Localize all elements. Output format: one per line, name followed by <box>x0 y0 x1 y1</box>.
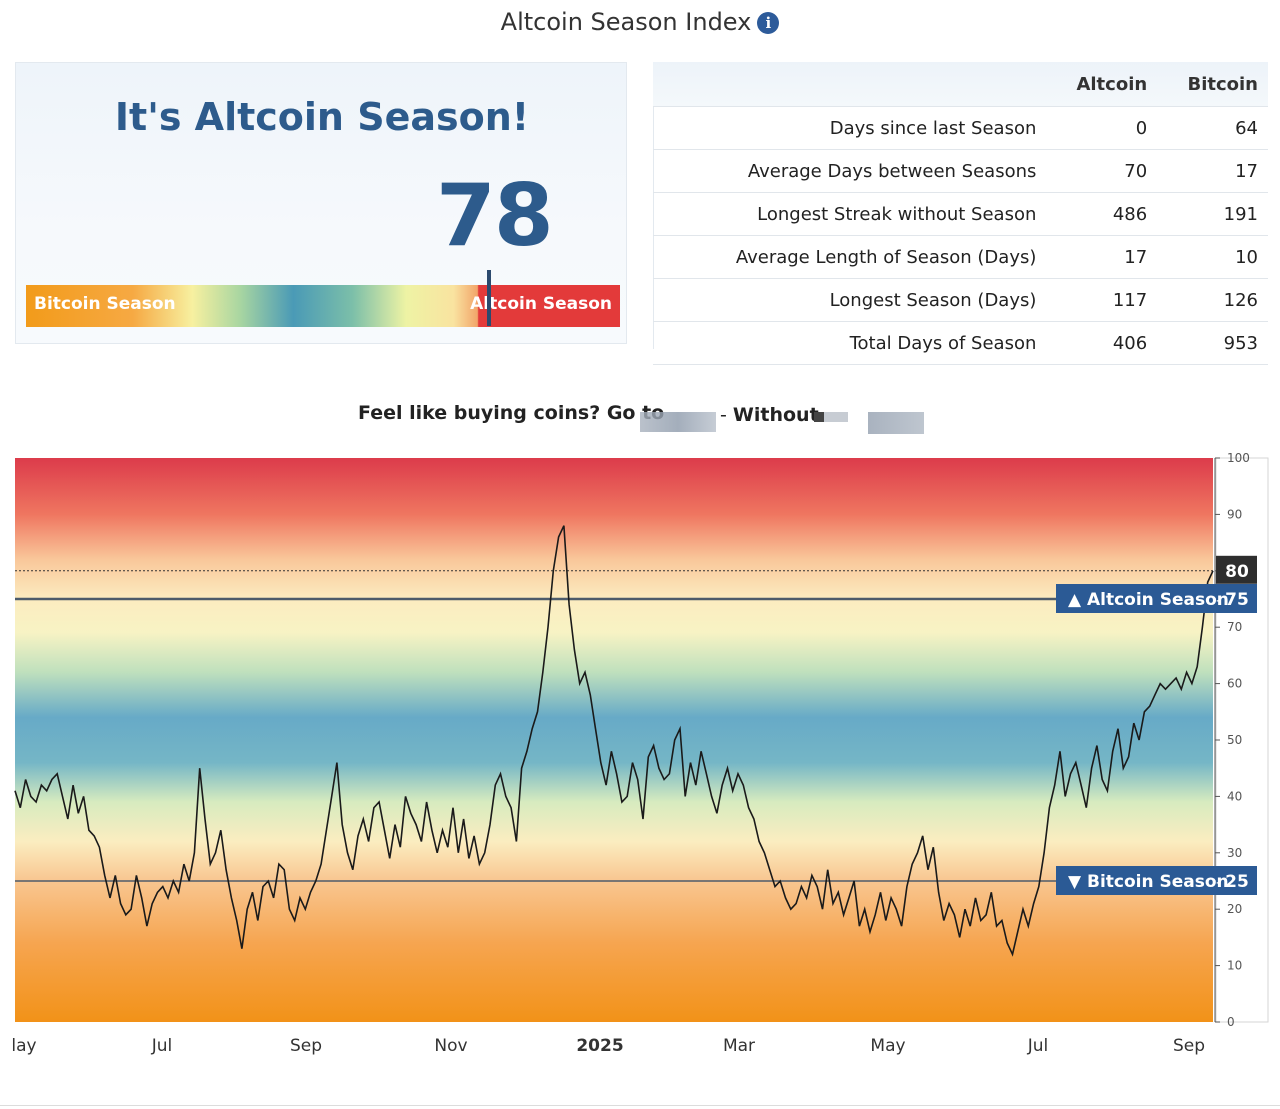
threshold-value: 75 <box>1225 590 1249 610</box>
score-card: It's Altcoin Season! 78 Bitcoin Season A… <box>15 62 627 344</box>
table-header-row: Altcoin Bitcoin <box>653 62 1268 107</box>
gauge-label-bitcoin: Bitcoin Season <box>34 294 176 314</box>
redacted-mark <box>814 412 848 422</box>
stat-bitcoin-value: 126 <box>1157 278 1268 322</box>
table-row: Days since last Season 0 64 <box>653 106 1268 150</box>
y-tick-label: 10 <box>1227 959 1242 973</box>
stat-label: Average Days between Seasons <box>653 149 1047 193</box>
x-tick-label: Sep <box>1173 1036 1205 1056</box>
stat-bitcoin-value: 191 <box>1157 192 1268 236</box>
season-heading: It's Altcoin Season! <box>114 95 530 139</box>
x-tick-label: May <box>870 1036 905 1056</box>
current-value-badge <box>1216 555 1257 584</box>
promo-text: Feel like buying coins? Go to <box>358 402 665 424</box>
y-tick-label: 60 <box>1227 677 1242 691</box>
season-gauge: Bitcoin Season Altcoin Season <box>26 285 620 327</box>
current-value-label: 80 <box>1225 562 1249 582</box>
promo-link-redacted[interactable] <box>640 412 716 432</box>
header-blank <box>653 62 1047 107</box>
promo-logo-redacted[interactable] <box>868 412 924 434</box>
page-title: Altcoin Season Index i <box>0 8 1280 36</box>
info-icon[interactable]: i <box>757 12 780 34</box>
stat-bitcoin-value: 953 <box>1157 321 1268 365</box>
threshold-separator: - <box>1216 591 1221 609</box>
y-tick-label: 50 <box>1227 733 1242 747</box>
table-row: Total Days of Season 406 953 <box>653 321 1268 365</box>
x-tick-label: 2025 <box>576 1036 623 1056</box>
season-stats-table: Altcoin Bitcoin Days since last Season 0 6… <box>653 62 1268 365</box>
y-tick-label: 100 <box>1227 451 1250 465</box>
stat-label: Longest Season (Days) <box>653 278 1047 322</box>
header-bitcoin: Bitcoin <box>1157 62 1268 107</box>
series-line-index <box>14 525 1214 957</box>
y-tick-label: 70 <box>1227 620 1242 634</box>
footer-divider <box>0 1105 1280 1106</box>
stat-label: Total Days of Season <box>653 321 1047 365</box>
stat-bitcoin-value: 10 <box>1157 235 1268 279</box>
stat-altcoin-value: 0 <box>1046 106 1158 150</box>
y-axis-panel <box>1215 457 1269 1023</box>
x-tick-label: Jul <box>1027 1036 1049 1056</box>
gauge-marker <box>487 270 492 326</box>
y-tick-label: 20 <box>1227 902 1242 916</box>
table-row: Longest Season (Days) 117 126 <box>653 278 1268 322</box>
gauge-label-altcoin: Altcoin Season <box>470 294 612 314</box>
stat-label: Days since last Season <box>653 106 1047 150</box>
header-altcoin: Altcoin <box>1046 62 1158 107</box>
threshold-badge <box>1056 584 1257 613</box>
promo-separator: - Without <box>720 404 819 426</box>
x-tick-label: lay <box>11 1036 36 1056</box>
stat-altcoin-value: 406 <box>1046 321 1158 365</box>
index-value: 78 <box>436 166 554 266</box>
threshold-label: ▲ Altcoin Season <box>1068 590 1229 610</box>
threshold-label: ▼ Bitcoin Season <box>1068 872 1229 892</box>
plot-background <box>15 458 1213 1022</box>
x-tick-label: Sep <box>290 1036 322 1056</box>
altcoin-index-chart: 0 10 20 30 40 50 60 70 80 90 100 lay Jul Sep Nov 2025 M… <box>11 451 1269 1056</box>
x-tick-label: Mar <box>723 1036 755 1056</box>
threshold-badge <box>1056 866 1257 895</box>
y-tick-label: 40 <box>1227 789 1242 803</box>
table-row: Average Length of Season (Days) 17 10 <box>653 235 1268 279</box>
stat-altcoin-value: 17 <box>1046 235 1158 279</box>
stat-label: Longest Streak without Season <box>653 192 1047 236</box>
y-tick-label: 90 <box>1227 507 1242 521</box>
y-tick-label: 0 <box>1227 1015 1235 1029</box>
table-row: Longest Streak without Season 486 191 <box>653 192 1268 236</box>
stat-label: Average Length of Season (Days) <box>653 235 1047 279</box>
promo-without: Without <box>732 404 819 426</box>
page-title-text: Altcoin Season Index <box>500 8 752 36</box>
x-tick-label: Jul <box>151 1036 173 1056</box>
stat-altcoin-value: 486 <box>1046 192 1158 236</box>
table-row: Average Days between Seasons 70 17 <box>653 149 1268 193</box>
stat-altcoin-value: 70 <box>1046 149 1158 193</box>
x-tick-label: Nov <box>434 1036 467 1056</box>
threshold-value: 25 <box>1225 872 1249 892</box>
threshold-separator: - <box>1216 873 1221 891</box>
y-tick-label: 30 <box>1227 846 1242 860</box>
stat-bitcoin-value: 64 <box>1157 106 1268 150</box>
stat-altcoin-value: 117 <box>1046 278 1158 322</box>
stat-bitcoin-value: 17 <box>1157 149 1268 193</box>
